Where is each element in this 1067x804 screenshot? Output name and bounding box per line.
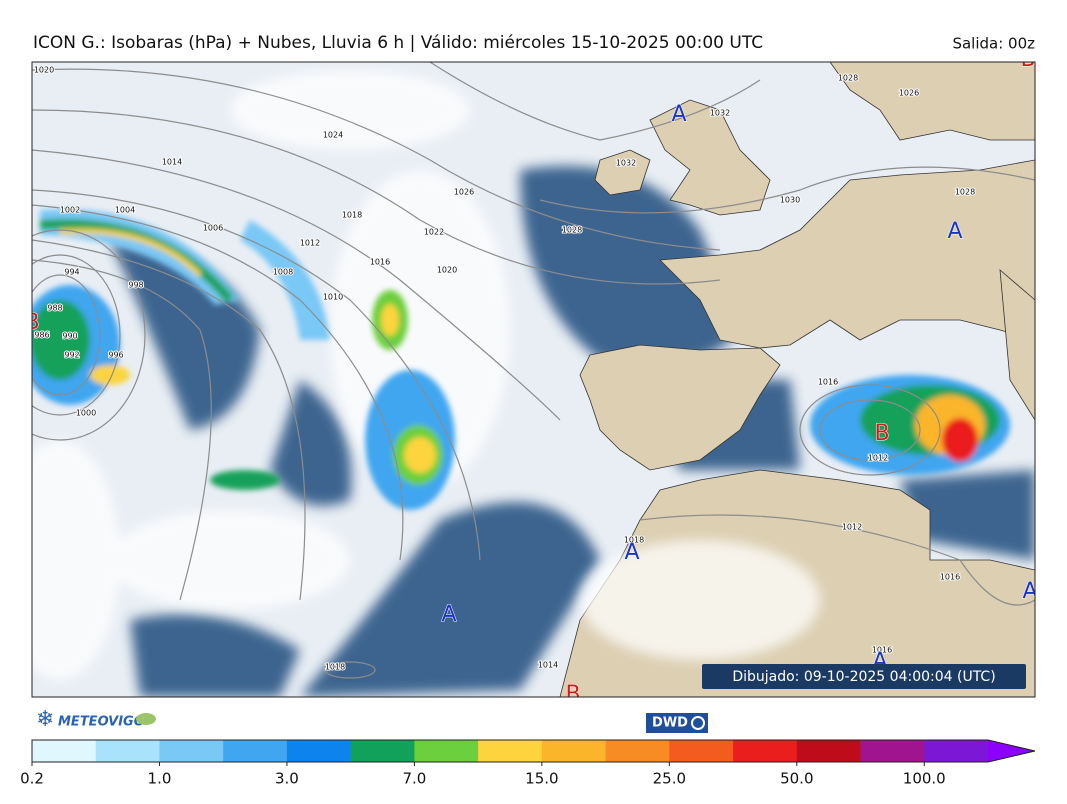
pressure-center: A — [1022, 579, 1037, 604]
colorbar-segment — [478, 740, 543, 762]
isobar-labels: 1020 1014 1024 1026 1022 1020 1018 1016 1012 1010… — [33, 65, 976, 673]
isobar-label: 1018 — [342, 211, 362, 220]
dwd-icon — [691, 716, 705, 730]
isobar-label: 1014 — [162, 158, 182, 167]
pressure-center: A — [441, 602, 456, 627]
isobars — [32, 62, 1035, 679]
colorbar-label: 7.0 — [402, 770, 426, 788]
isobar-label: 1028 — [838, 74, 858, 83]
colorbar-segment — [541, 740, 606, 762]
colorbar: 0.2 1.0 3.0 7.0 15.0 25.0 50.0 100.0 — [20, 739, 1036, 788]
colorbar-segment — [286, 740, 351, 762]
isobar-label: 996 — [108, 351, 123, 360]
dwd-logo: DWD — [652, 716, 688, 731]
leaf-icon — [136, 713, 156, 725]
colorbar-label: 100.0 — [903, 770, 946, 788]
isobar-label: 1032 — [710, 109, 730, 118]
colorbar-outline — [31, 739, 1036, 763]
isobar-label: 1016 — [872, 646, 892, 655]
isobar-label: 1024 — [323, 131, 343, 140]
isobar-label: 994 — [64, 268, 79, 277]
isobar-label: 1012 — [868, 454, 888, 463]
map-frame — [31, 61, 1036, 698]
colorbar-segment — [159, 740, 224, 762]
pressure-center: A — [624, 540, 639, 565]
colorbar-segment — [95, 740, 160, 762]
colorbar-label: 15.0 — [525, 770, 558, 788]
isobar-label: 1012 — [842, 523, 862, 532]
isobar-label: 1026 — [899, 89, 919, 98]
colorbar-segment — [669, 740, 734, 762]
timestamp-box — [702, 664, 1026, 689]
meteovigo-logo: METEOVIGO — [58, 715, 145, 730]
colorbar-label: 0.2 — [20, 770, 44, 788]
isobar-label: 1026 — [454, 188, 474, 197]
colorbar-segment — [924, 740, 989, 762]
isobar-label: 1022 — [424, 228, 444, 237]
isobar-label: 1002 — [60, 206, 80, 215]
timestamp: Dibujado: 09-10-2025 04:00:04 (UTC) — [732, 669, 995, 685]
colorbar-label: 25.0 — [653, 770, 686, 788]
isobar-label: 1012 — [300, 239, 320, 248]
colorbar-label: 1.0 — [148, 770, 172, 788]
colorbar-segment — [414, 740, 479, 762]
colorbar-segment — [860, 740, 925, 762]
isobar-label: 1006 — [203, 224, 223, 233]
pressure-center: A — [671, 102, 686, 127]
isobar-label: 1016 — [370, 258, 390, 267]
colorbar-segment — [733, 740, 798, 762]
pressure-center: B — [24, 310, 39, 335]
isobar-label: 1032 — [616, 159, 636, 168]
pressure-center: B — [1020, 47, 1035, 72]
dwd-logo-box — [646, 713, 708, 733]
snowflake-icon: ❄ — [36, 707, 54, 732]
pressure-center: B — [874, 421, 889, 446]
map: 1020 1014 1024 1026 1022 1020 1018 1016 1012 1010… — [24, 47, 1037, 707]
isobar-label: 1020 — [437, 266, 457, 275]
isobar-label: 1016 — [818, 378, 838, 387]
pressure-center: B — [565, 682, 580, 707]
isobar-label: 1014 — [538, 661, 558, 670]
isobar-label: 1020 — [34, 66, 54, 75]
colorbar-segment — [605, 740, 670, 762]
colorbar-segment — [223, 740, 288, 762]
run-time: Salida: 00z — [952, 35, 1035, 53]
isobar-label: 986 — [34, 331, 49, 340]
isobar-label: 992 — [64, 351, 79, 360]
colorbar-extension — [988, 740, 1035, 762]
isobar-label: 1008 — [273, 268, 293, 277]
isobar-label: 1018 — [325, 663, 345, 672]
isobar-label: 990 — [62, 332, 77, 341]
isobar-label: 1000 — [76, 409, 96, 418]
isobar-label: 1004 — [115, 206, 135, 215]
colorbar-segment — [350, 740, 415, 762]
isobar-label: 1010 — [323, 293, 343, 302]
isobar-label: 1018 — [624, 536, 644, 545]
isobar-label: 998 — [128, 281, 143, 290]
isobar-label: 1016 — [940, 573, 960, 582]
isobar-label: 1028 — [955, 188, 975, 197]
colorbar-label: 3.0 — [275, 770, 299, 788]
isobar-label: 988 — [47, 304, 62, 313]
colorbar-label: 50.0 — [780, 770, 813, 788]
isobar-label: 1028 — [562, 226, 582, 235]
colorbar-segment — [796, 740, 861, 762]
colorbar-segment — [32, 740, 97, 762]
isobar-label: 1030 — [780, 196, 800, 205]
title: ICON G.: Isobaras (hPa) + Nubes, Lluvia … — [33, 33, 763, 53]
pressure-center: A — [947, 219, 962, 244]
